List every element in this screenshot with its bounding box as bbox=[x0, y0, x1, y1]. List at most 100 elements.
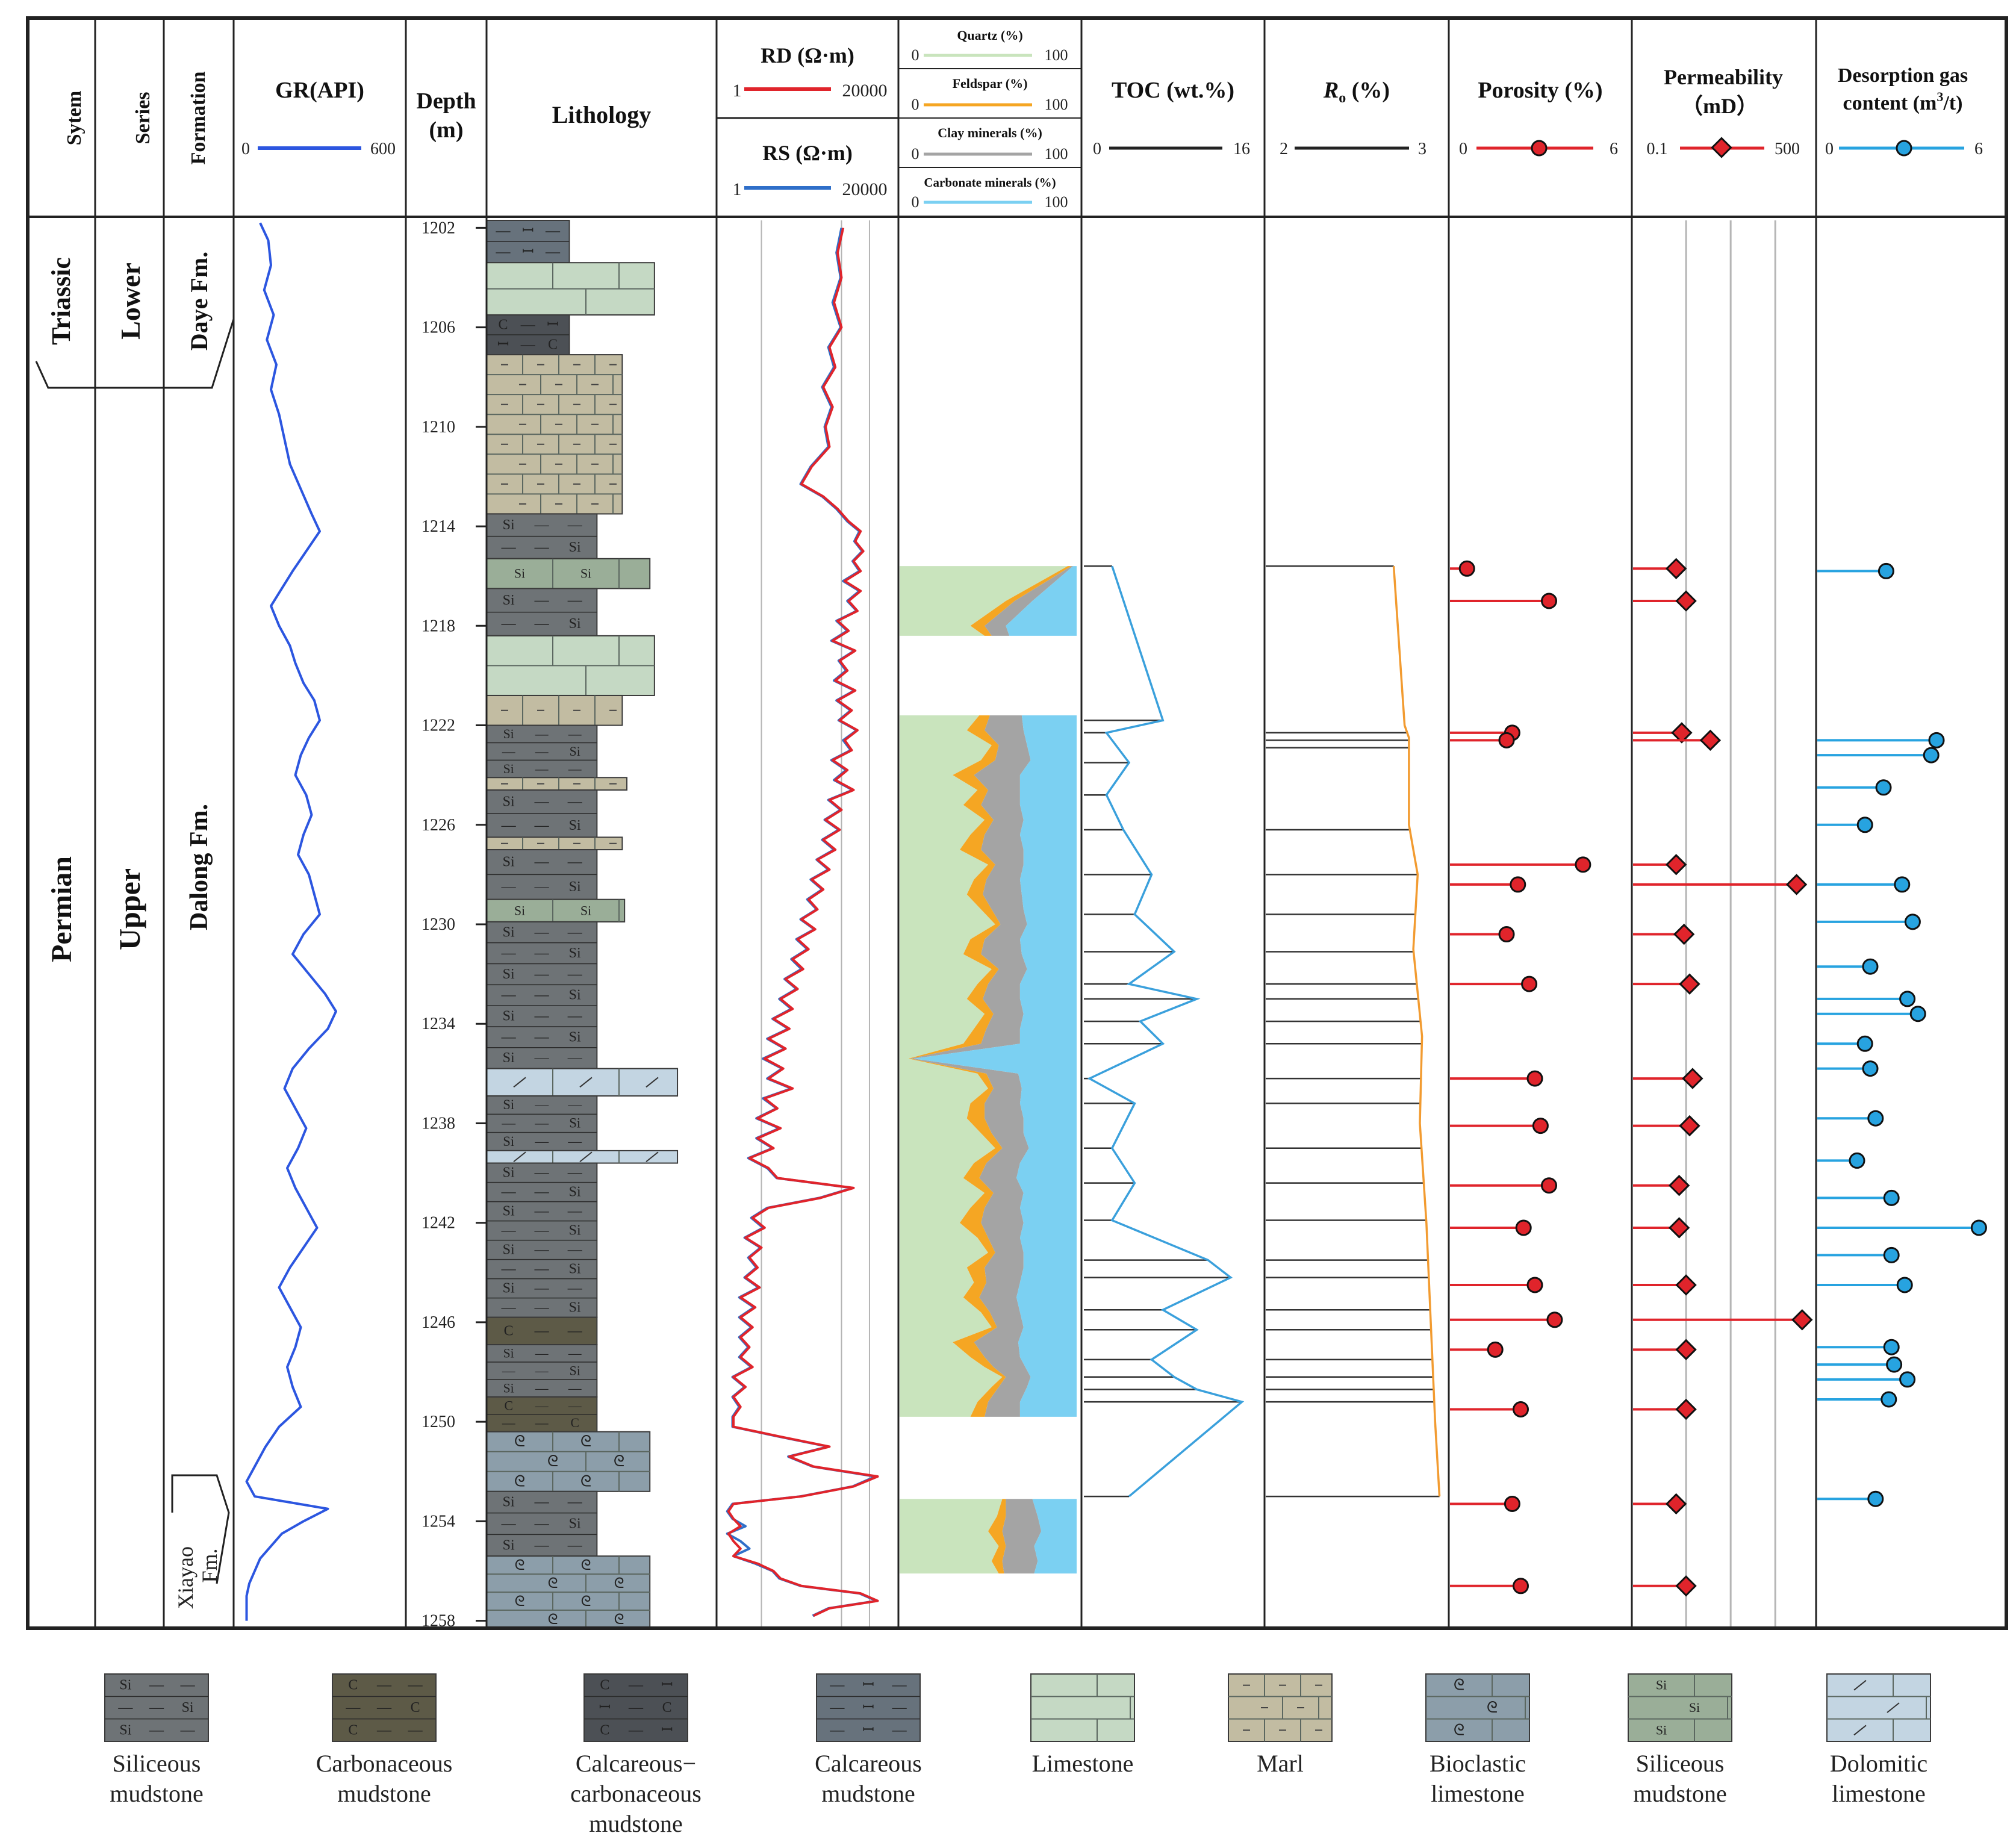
litho-bed-glyph: Si bbox=[569, 818, 581, 833]
permeability-point bbox=[1682, 1068, 1703, 1089]
litho-bed-glyph: — bbox=[496, 223, 511, 239]
litho-bed-fill bbox=[486, 898, 626, 922]
legend-label: limestone bbox=[1832, 1780, 1926, 1807]
porosity-point bbox=[1575, 856, 1591, 873]
porosity-point bbox=[1515, 1219, 1532, 1236]
series-upper: Upper bbox=[113, 868, 146, 950]
gas-header: Desorption gas bbox=[1838, 64, 1968, 87]
litho-bed-shell: ᘓ bbox=[614, 1452, 624, 1470]
permeability-point bbox=[1665, 558, 1687, 579]
depth-tick-label: 1234 bbox=[422, 1015, 455, 1033]
litho-bed-glyph: — bbox=[568, 1381, 582, 1395]
permeability-point bbox=[1673, 923, 1695, 945]
gas-point bbox=[1928, 732, 1945, 748]
clay-area bbox=[910, 715, 1031, 1417]
litho-bed-glyph: — bbox=[535, 1398, 549, 1413]
permeability-header: Permeability bbox=[1664, 65, 1783, 89]
toc-axis-min: 0 bbox=[1093, 140, 1101, 158]
litho-bed-fill bbox=[486, 724, 598, 779]
legend-swatch-glyph: — bbox=[149, 1722, 164, 1738]
litho-bed-glyph: — bbox=[534, 966, 550, 982]
permeability-point bbox=[1665, 1493, 1687, 1515]
litho-bed-glyph: ꟷ bbox=[522, 223, 534, 239]
mineralogy-track bbox=[900, 566, 1077, 1574]
litho-bed-glyph: — bbox=[501, 1115, 515, 1130]
litho-bed-glyph: — bbox=[567, 1009, 583, 1024]
litho-bed-glyph: Si bbox=[569, 540, 581, 555]
legend-swatch-si: Si bbox=[1656, 1678, 1667, 1693]
porosity-point bbox=[1513, 1401, 1529, 1417]
legend-swatch-glyph: — bbox=[829, 1678, 845, 1693]
toc-axis-max: 16 bbox=[1233, 140, 1250, 158]
porosity-point bbox=[1541, 593, 1557, 609]
permeability-point bbox=[1785, 874, 1808, 895]
legend-swatch-glyph: Si bbox=[119, 1722, 131, 1738]
litho-bed-glyph: Si bbox=[503, 1381, 514, 1395]
litho-bed-glyph: — bbox=[501, 1029, 517, 1045]
litho-bed-slash bbox=[646, 1151, 659, 1163]
legend-swatch-shell: ᘓ bbox=[1487, 1699, 1498, 1716]
litho-bed-glyph: — bbox=[535, 1346, 549, 1361]
gas-point bbox=[1923, 747, 1940, 764]
gas-point bbox=[1899, 991, 1916, 1007]
permeability-point bbox=[1791, 1309, 1813, 1331]
litho-bed-glyph: — bbox=[534, 1495, 550, 1510]
litho-bed-glyph: Si bbox=[503, 854, 515, 870]
clay-header: Clay minerals (%) bbox=[938, 125, 1042, 140]
legend-swatch-glyph: — bbox=[117, 1700, 133, 1716]
litho-bed-slash bbox=[646, 1077, 659, 1088]
litho-bed-glyph: Si bbox=[503, 1537, 515, 1553]
litho-bed-glyph: C bbox=[548, 337, 558, 353]
legend-swatch-glyph: C bbox=[600, 1678, 609, 1693]
frame bbox=[26, 16, 2008, 1630]
permeability-point bbox=[1665, 854, 1687, 876]
quartz-area bbox=[900, 1499, 1003, 1574]
legend-label: Bioclastic bbox=[1430, 1750, 1526, 1777]
depth-header: Depth bbox=[416, 89, 476, 114]
gas-axis-min: 0 bbox=[1825, 140, 1834, 158]
feldspar-axis-max: 100 bbox=[1045, 96, 1068, 113]
porosity-point bbox=[1498, 926, 1515, 943]
sample-points bbox=[1450, 558, 1987, 1597]
litho-bed-glyph: — bbox=[534, 945, 550, 961]
litho-bed-si: Si bbox=[580, 566, 591, 581]
litho-bed-glyph: Si bbox=[569, 1300, 581, 1316]
depth-tick-label: 1206 bbox=[422, 319, 455, 337]
litho-bed-glyph: C bbox=[570, 1416, 579, 1430]
legend-swatch-fill bbox=[1826, 1673, 1931, 1742]
header: Sytem Series Formation GR(API) 0 600 Dep… bbox=[63, 28, 1983, 211]
carbonate-axis-max: 100 bbox=[1045, 193, 1068, 211]
litho-bed-fill bbox=[486, 1490, 598, 1557]
litho-bed-glyph: Si bbox=[570, 1363, 580, 1378]
litho-bed-slash bbox=[513, 1077, 526, 1088]
permeability-legend-marker bbox=[1711, 137, 1732, 158]
legend-swatch-glyph: ꟷ bbox=[661, 1678, 673, 1693]
permeability-point bbox=[1675, 1274, 1697, 1296]
litho-bed-glyph: Si bbox=[503, 794, 515, 810]
rd-axis-max: 20000 bbox=[842, 81, 888, 101]
litho-bed-glyph: — bbox=[501, 616, 517, 632]
legend-swatch-glyph: — bbox=[829, 1700, 845, 1716]
litho-bed-shell: ᘓ bbox=[581, 1558, 591, 1573]
litho-bed-glyph: — bbox=[534, 1009, 550, 1024]
litho-bed-glyph: — bbox=[567, 1495, 583, 1510]
litho-bed-glyph: — bbox=[534, 1134, 549, 1149]
litho-bed-glyph: — bbox=[534, 1516, 550, 1532]
depth-tick-label: 1246 bbox=[422, 1313, 455, 1332]
gas-point bbox=[1899, 1371, 1916, 1388]
porosity-point bbox=[1521, 975, 1538, 992]
formation-daye: Daye Fm. bbox=[185, 252, 213, 350]
litho-bed-glyph: — bbox=[520, 337, 536, 353]
litho-bed-glyph: — bbox=[534, 1050, 550, 1066]
rd-curve bbox=[727, 227, 879, 1617]
litho-bed-glyph: — bbox=[545, 244, 561, 260]
legend-swatch-glyph: — bbox=[408, 1678, 423, 1693]
legend-swatch-glyph: Si bbox=[119, 1678, 131, 1693]
gas-point bbox=[1878, 562, 1894, 579]
depth-tick-label: 1226 bbox=[422, 816, 455, 835]
quartz-area bbox=[900, 715, 1003, 1417]
ro-axis-min: 2 bbox=[1280, 140, 1288, 158]
litho-bed-fill bbox=[486, 921, 598, 1069]
litho-bed-slash bbox=[513, 1151, 526, 1163]
